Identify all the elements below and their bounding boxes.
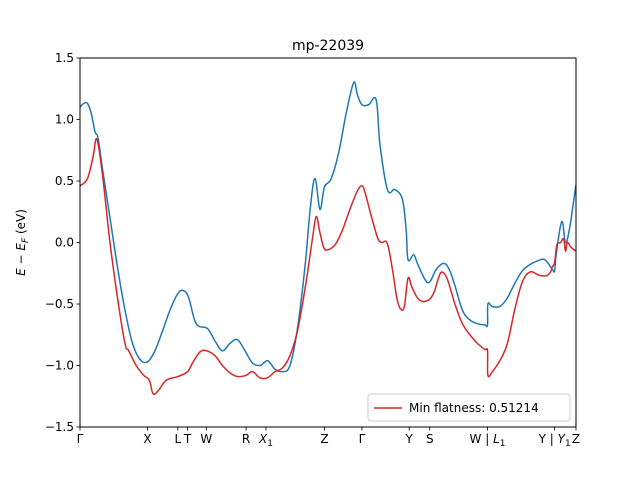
y-axis-label: E − EF (eV) (14, 209, 31, 276)
x-tick-label: Γ (359, 432, 366, 446)
legend-box (367, 393, 571, 422)
x-tick-label: W | L1 (470, 432, 506, 449)
series-layer (80, 81, 576, 396)
x-tick-label: S (426, 432, 434, 446)
y-tick-label: 0.0 (55, 236, 74, 250)
y-tick-label: −1.5 (45, 420, 74, 434)
x-tick-label: T (183, 432, 192, 446)
y-tick-label: 1.0 (55, 113, 74, 127)
chart-title: mp-22039 (292, 38, 364, 54)
x-tick-label: Z (572, 432, 580, 446)
x-tick-label: Γ (77, 432, 84, 446)
x-axis: Γ X L T W R X1 Z Γ Y S W | L1 Y | Y1 Z (77, 427, 580, 449)
x-tick-label: R (242, 432, 250, 446)
legend-label: Min flatness: 0.51214 (409, 401, 539, 415)
x-tick-label: Y (404, 432, 413, 446)
series-line-band-blue (80, 81, 576, 373)
x-tick-label: Y | Y1 (538, 432, 571, 449)
y-axis: −1.5 −1.0 −0.5 0.0 0.5 1.0 1.5 (45, 51, 80, 434)
series-line-band-red (80, 137, 576, 396)
y-tick-label: −1.0 (45, 359, 74, 373)
x-tick-label: Z (320, 432, 328, 446)
y-tick-label: 1.5 (55, 51, 74, 65)
legend: Min flatness: 0.51214 (367, 393, 571, 422)
x-tick-label: X1 (258, 432, 273, 449)
x-tick-label: W (200, 432, 212, 446)
y-tick-label: 0.5 (55, 174, 74, 188)
x-tick-label: L (175, 432, 182, 446)
x-tick-label: X (143, 432, 151, 446)
y-tick-label: −0.5 (45, 297, 74, 311)
